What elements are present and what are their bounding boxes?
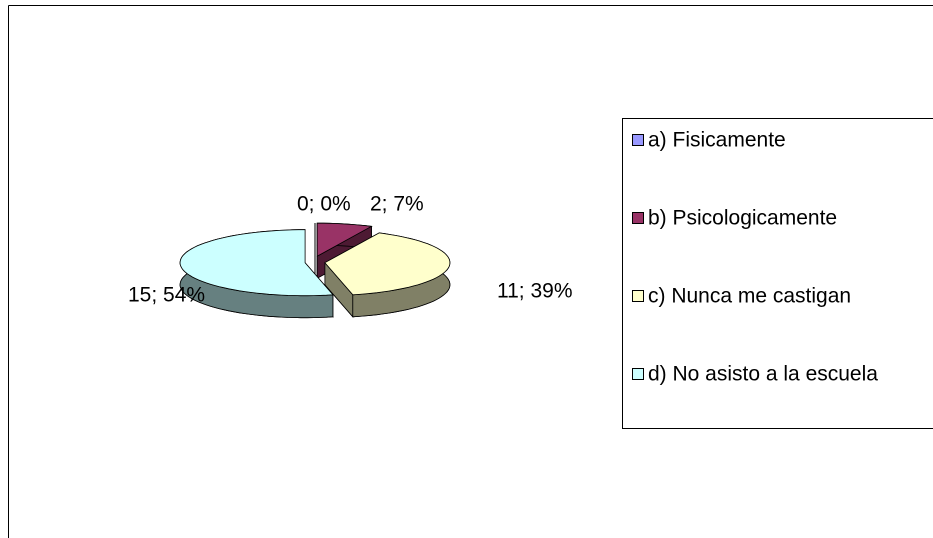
legend-label: a) Fisicamente xyxy=(648,129,786,152)
slice xyxy=(324,232,451,296)
data-label: 2; 7% xyxy=(370,193,424,216)
legend-marker xyxy=(632,212,644,224)
data-label: 15; 54% xyxy=(128,284,205,307)
legend-marker xyxy=(632,368,644,380)
legend-marker xyxy=(632,290,644,302)
legend-label: b) Psicologicamente xyxy=(648,207,837,230)
data-label: 0; 0% xyxy=(297,193,351,216)
legend-label: d) No asisto a la escuela xyxy=(648,363,878,386)
legend-label: c) Nunca me castigan xyxy=(648,285,851,308)
legend-marker xyxy=(632,134,644,146)
legend-box xyxy=(622,118,933,429)
slice xyxy=(316,222,373,257)
slice xyxy=(179,229,334,297)
data-label: 11; 39% xyxy=(497,280,573,303)
